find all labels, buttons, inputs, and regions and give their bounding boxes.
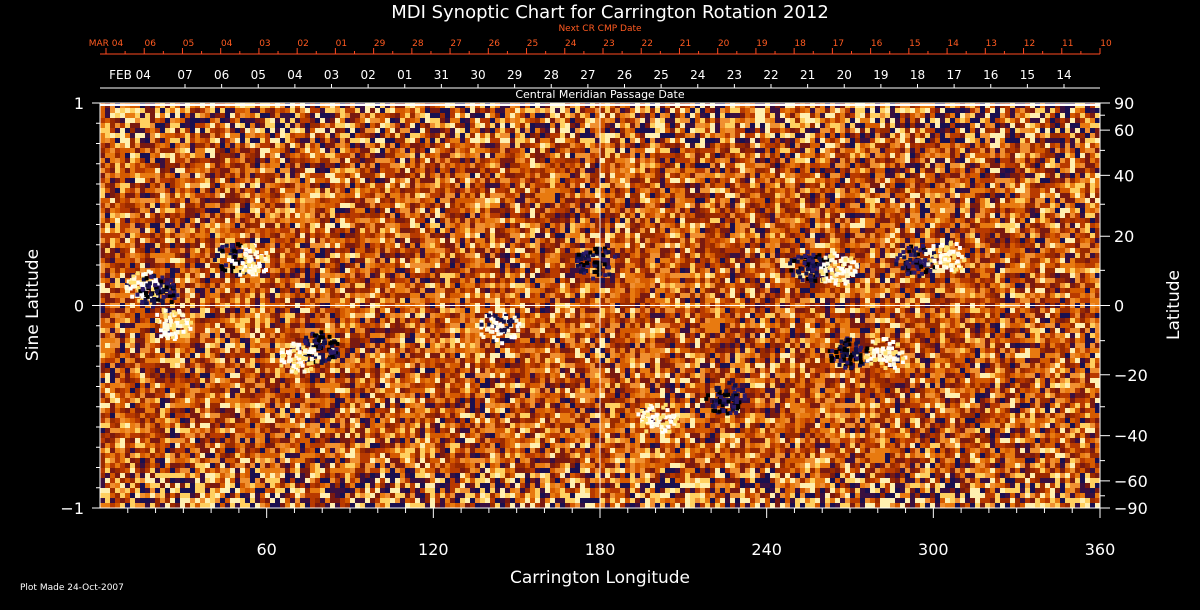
bottom-date-axis-title: Central Meridian Passage Date [515, 88, 684, 101]
top-axis-label: 25 [527, 39, 538, 49]
cmp-axis-label: 14 [1056, 68, 1071, 82]
x-tick-label: 300 [918, 540, 949, 559]
cmp-axis-label: 15 [1020, 68, 1035, 82]
cmp-axis-label: 04 [287, 68, 302, 82]
cmp-axis-label: 30 [470, 68, 485, 82]
active-region-1 [226, 243, 270, 277]
x-tick-label: 240 [751, 540, 782, 559]
cmp-date-axis: FEB 04 07 06 05 04 03 02 01 31 30 29 28 27 26 25 24 23 22… [100, 68, 1100, 89]
plot-made-note: Plot Made 24-Oct-2007 [20, 583, 124, 593]
y-right-tick-label: 90 [1114, 94, 1134, 113]
y-right-tick-label: 0 [1114, 297, 1124, 316]
active-region-14 [827, 336, 870, 371]
cmp-axis-label: 29 [507, 68, 522, 82]
cmp-axis-label: 20 [837, 68, 852, 82]
cmp-axis-label: 17 [946, 68, 961, 82]
active-region-16 [704, 380, 747, 416]
cmp-axis-label: 16 [983, 68, 998, 82]
active-region-12 [924, 240, 967, 274]
cmp-axis-label: 23 [727, 68, 742, 82]
top-axis-label: 29 [374, 39, 386, 49]
cmp-axis-label: 21 [800, 68, 815, 82]
x-tick-label: 60 [256, 540, 276, 559]
top-axis-label: 06 [145, 39, 157, 49]
active-region-10 [819, 251, 860, 287]
top-axis-label: 11 [1062, 39, 1073, 49]
cmp-axis-label: 19 [873, 68, 888, 82]
top-axis-label: 01 [336, 39, 347, 49]
cmp-axis-label: 07 [177, 68, 192, 82]
top-axis-label: 23 [603, 39, 614, 49]
top-axis-label: 26 [489, 39, 501, 49]
plot-frame: 60 120 180 240 300 360 1 0 −1 90 60 40 20 0 −20 −40 −60 −… [60, 94, 1147, 559]
top-axis-label: 14 [947, 39, 959, 49]
top-axis-title: Next CR CMP Date [558, 24, 642, 34]
active-region-13 [863, 337, 908, 370]
x-tick-label: 360 [1085, 540, 1116, 559]
top-axis-label: 28 [412, 39, 424, 49]
next-cmp-date-axis: MAR 04 06 05 04 03 02 01 29 28 27 26 25 24 23 22 21 20 19… [89, 39, 1112, 55]
top-axis-label: 22 [642, 39, 653, 49]
y-left-tick-label: 0 [74, 297, 84, 316]
top-axis-label: MAR 04 [89, 39, 124, 49]
top-axis-label: 10 [1100, 39, 1112, 49]
cmp-axis-label: 25 [653, 68, 668, 82]
top-axis-label: 19 [756, 39, 768, 49]
top-axis-label: 18 [794, 39, 806, 49]
top-axis-label: 17 [833, 39, 844, 49]
y-right-tick-label: −20 [1114, 366, 1148, 385]
x-tick-label: 180 [585, 540, 616, 559]
top-axis-label: 02 [297, 39, 308, 49]
y-left-tick-label: 1 [74, 94, 84, 113]
cmp-axis-label: 03 [324, 68, 339, 82]
active-region-3 [135, 273, 180, 309]
y-right-tick-label: 20 [1114, 227, 1134, 246]
cmp-axis-label: 27 [580, 68, 595, 82]
top-axis-label: 21 [680, 39, 691, 49]
y-right-tick-label: −90 [1114, 499, 1148, 518]
y-right-tick-label: −40 [1114, 427, 1148, 446]
y-axis-right-label: Latitude [1164, 270, 1184, 340]
top-axis-label: 16 [871, 39, 883, 49]
y-left-tick-label: −1 [60, 499, 84, 518]
y-right-tick-label: 60 [1114, 121, 1134, 140]
cmp-axis-label: 05 [251, 68, 266, 82]
cmp-axis-label: 02 [360, 68, 375, 82]
top-axis-label: 03 [259, 39, 270, 49]
cmp-axis-label: 22 [763, 68, 778, 82]
top-axis-label: 13 [986, 39, 997, 49]
y-right-tick-label: −60 [1114, 472, 1148, 491]
active-region-7 [479, 311, 522, 346]
top-axis-label: 04 [221, 39, 233, 49]
cmp-axis-label: FEB 04 [109, 68, 151, 82]
x-axis-label: Carrington Longitude [510, 568, 690, 588]
cmp-axis-label: 28 [544, 68, 559, 82]
y-right-tick-label: 40 [1114, 166, 1134, 185]
top-axis-label: 12 [1024, 39, 1035, 49]
top-axis-label: 27 [450, 39, 461, 49]
active-region-4 [155, 307, 193, 341]
top-axis-label: 24 [565, 39, 577, 49]
cmp-axis-label: 01 [397, 68, 412, 82]
chart-title: MDI Synoptic Chart for Carrington Rotati… [391, 2, 829, 23]
cmp-axis-label: 06 [214, 68, 229, 82]
active-region-9 [788, 249, 832, 283]
active-region-15 [636, 402, 680, 434]
top-axis-label: 15 [909, 39, 920, 49]
active-region-6 [279, 341, 322, 375]
y-axis-left-label: Sine Latitude [23, 249, 43, 361]
cmp-axis-label: 18 [910, 68, 925, 82]
cmp-axis-label: 24 [690, 68, 705, 82]
x-tick-label: 120 [418, 540, 449, 559]
top-axis-label: 20 [718, 39, 730, 49]
cmp-axis-label: 26 [617, 68, 632, 82]
cmp-axis-label: 31 [434, 68, 449, 82]
top-axis-label: 05 [183, 39, 194, 49]
